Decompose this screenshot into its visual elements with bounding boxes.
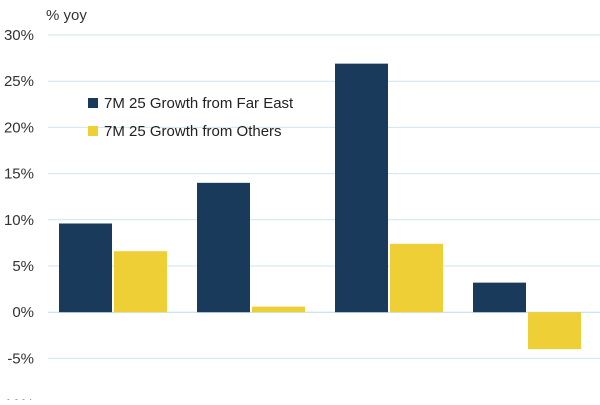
y-tick-label: 25%: [4, 73, 34, 90]
y-tick-label: 0%: [12, 304, 34, 321]
bar-far-east: [197, 182, 250, 313]
bar-far-east: [335, 63, 388, 313]
y-tick-label: 5%: [12, 258, 34, 275]
bars: [59, 63, 581, 350]
gridlines: [48, 34, 600, 405]
y-tick-label: -5%: [7, 350, 34, 367]
legend-entry-label: 7M 25 Growth from Others: [104, 123, 282, 140]
legend-entry-label: 7M 25 Growth from Far East: [104, 95, 294, 112]
y-tick-label: 30%: [4, 27, 34, 44]
y-tick-label: -10%: [0, 397, 34, 400]
y-tick-label: 15%: [4, 166, 34, 183]
bar-others: [528, 312, 581, 350]
bar-others: [252, 306, 305, 313]
legend-swatch: [88, 126, 98, 136]
y-tick-label: 10%: [4, 212, 34, 229]
bar-others: [390, 243, 443, 313]
bar-far-east: [59, 223, 112, 313]
bar-far-east: [473, 282, 526, 313]
y-tick-label: 20%: [4, 119, 34, 136]
legend: 7M 25 Growth from Far East 7M 25 Growth f…: [88, 95, 294, 140]
legend-swatch: [88, 98, 98, 108]
bar-others: [114, 251, 167, 313]
y-axis-ticks: 30% 25% 20% 15% 10% 5% 0% -5% -10%: [0, 27, 34, 405]
y-axis-unit-label: % yoy: [46, 7, 87, 24]
